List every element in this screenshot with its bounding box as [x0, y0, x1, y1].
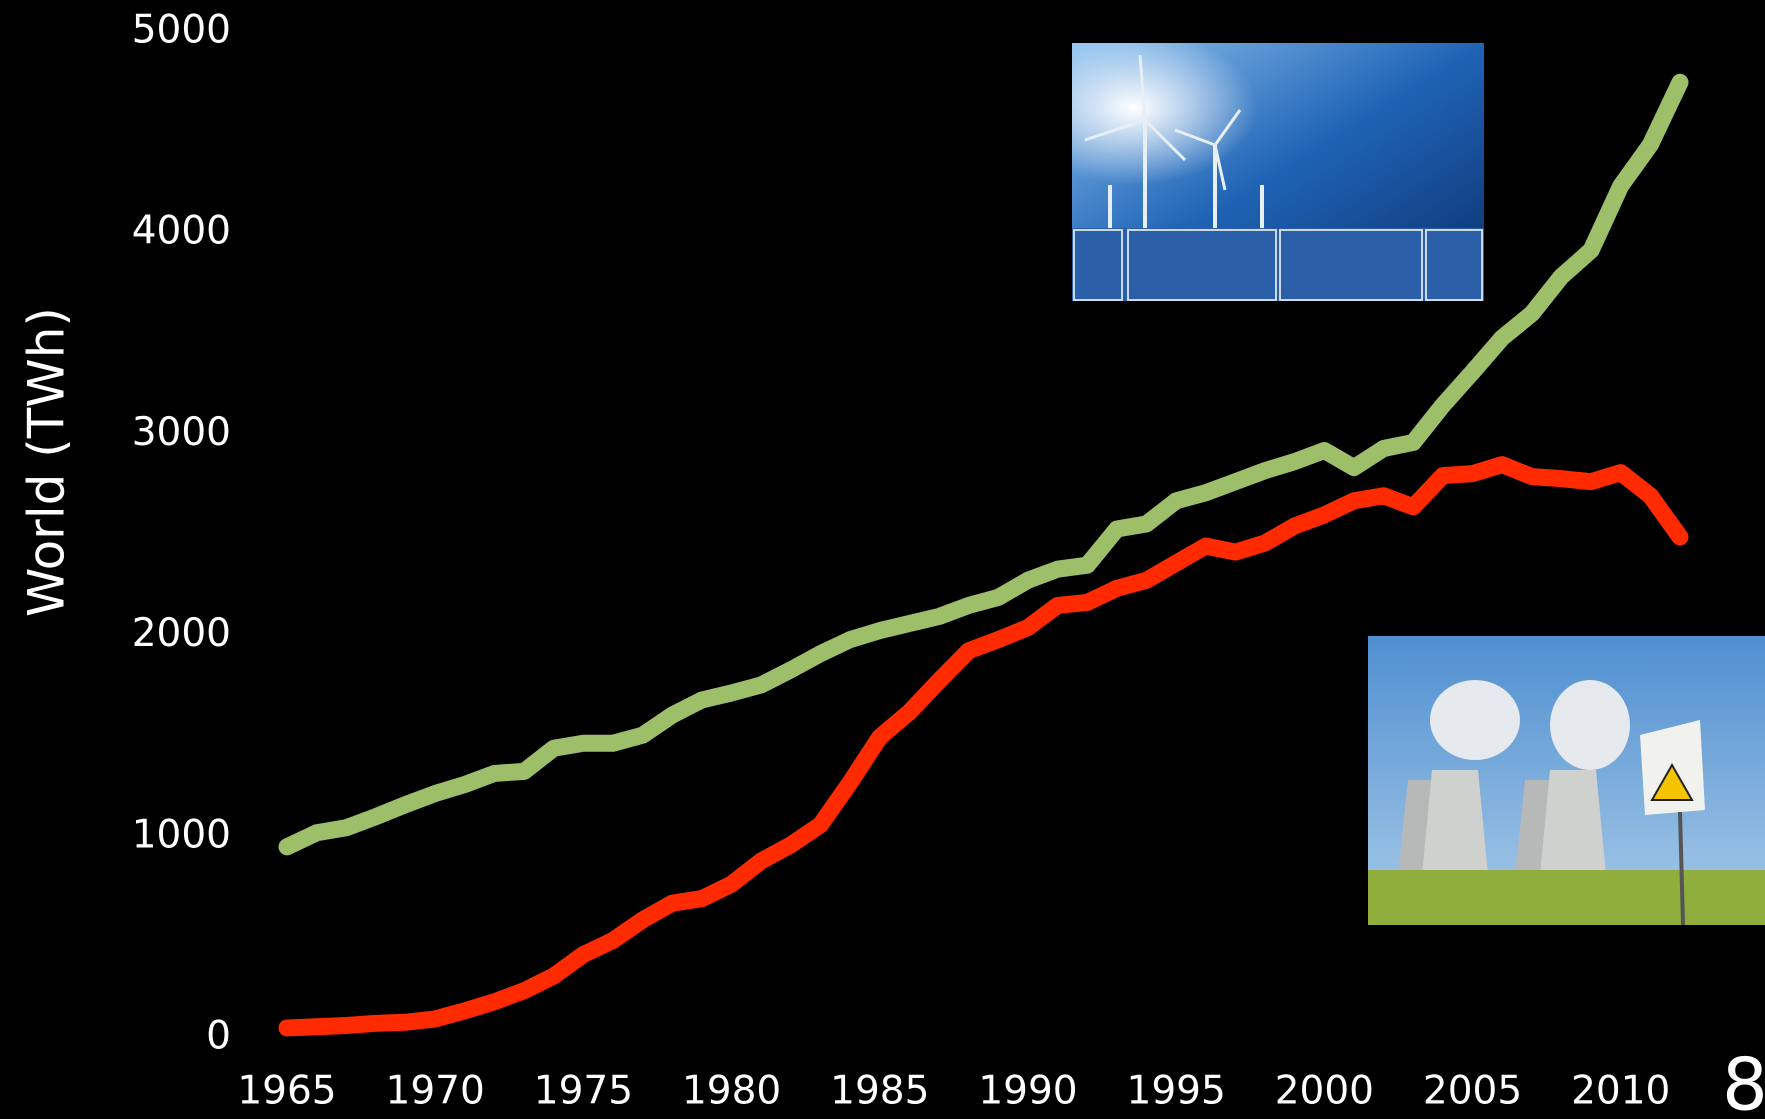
x-tick-label: 1990	[978, 1069, 1077, 1114]
page-number: 8	[1722, 1043, 1765, 1119]
x-tick-label: 1980	[682, 1069, 781, 1114]
y-axis-label: World (TWh)	[18, 307, 76, 617]
x-tick-label: 1965	[237, 1069, 336, 1114]
y-tick-label: 5000	[132, 8, 231, 53]
nuclear-image	[1368, 636, 1765, 926]
x-tick-label: 2000	[1275, 1069, 1374, 1114]
y-tick-label: 4000	[132, 209, 231, 254]
x-tick-label: 1975	[534, 1069, 633, 1114]
y-tick-label: 1000	[132, 812, 231, 857]
x-tick-label: 2010	[1571, 1069, 1670, 1114]
line	[278, 456, 1689, 1037]
x-tick-label: 2005	[1423, 1069, 1522, 1114]
x-tick-label: 1985	[830, 1069, 929, 1114]
y-tick-label: 2000	[132, 611, 231, 656]
y-tick-label: 0	[206, 1014, 231, 1059]
x-tick-label: 1995	[1127, 1069, 1226, 1114]
renewables-image	[1072, 43, 1484, 301]
x-tick-label: 1970	[386, 1069, 485, 1114]
y-tick-label: 3000	[132, 410, 231, 455]
line	[278, 73, 1689, 856]
